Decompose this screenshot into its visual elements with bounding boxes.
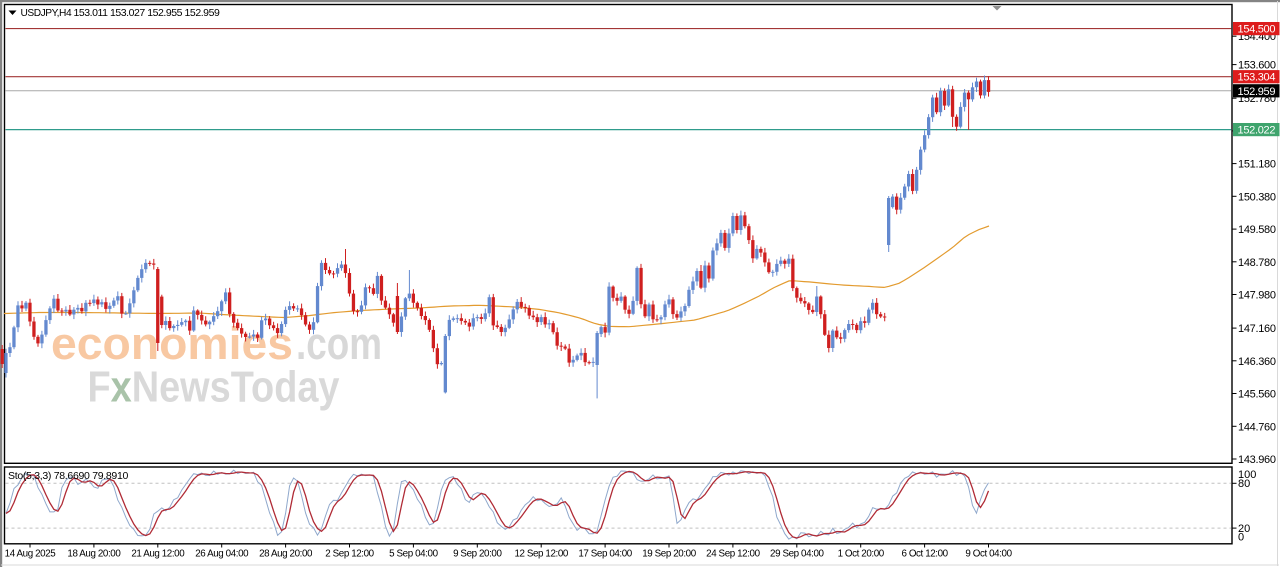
svg-text:21 Aug 12:00: 21 Aug 12:00	[131, 549, 185, 560]
svg-text:14 Aug 2025: 14 Aug 2025	[5, 549, 57, 560]
svg-text:USDJPY,H4: USDJPY,H4	[21, 8, 72, 19]
svg-text:economies: economies	[51, 318, 293, 369]
svg-text:1 Oct 20:00: 1 Oct 20:00	[838, 549, 885, 560]
svg-text:6 Oct 12:00: 6 Oct 12:00	[901, 549, 948, 560]
svg-text:154.500: 154.500	[1238, 24, 1276, 36]
svg-text:144.760: 144.760	[1238, 421, 1276, 433]
svg-text:26 Aug 04:00: 26 Aug 04:00	[195, 549, 249, 560]
svg-text:FxNewsToday: FxNewsToday	[88, 363, 340, 412]
svg-text:2 Sep 12:00: 2 Sep 12:00	[325, 549, 374, 560]
svg-text:148.780: 148.780	[1238, 257, 1276, 269]
svg-text:17 Sep 04:00: 17 Sep 04:00	[578, 549, 632, 560]
svg-text:153.011 153.027 152.955 152.95: 153.011 153.027 152.955 152.959	[74, 7, 220, 19]
svg-text:18 Aug 20:00: 18 Aug 20:00	[67, 549, 121, 560]
svg-text:153.304: 153.304	[1238, 72, 1276, 84]
svg-text:147.160: 147.160	[1238, 323, 1276, 335]
svg-text:20: 20	[1238, 523, 1250, 535]
svg-text:24 Sep 12:00: 24 Sep 12:00	[706, 549, 760, 560]
svg-text:145.560: 145.560	[1238, 389, 1276, 401]
svg-text:29 Sep 04:00: 29 Sep 04:00	[770, 549, 824, 560]
svg-text:152.022: 152.022	[1238, 125, 1276, 137]
svg-text:143.960: 143.960	[1238, 454, 1276, 466]
svg-text:149.580: 149.580	[1238, 224, 1276, 236]
svg-text:151.180: 151.180	[1238, 159, 1276, 171]
svg-text:5 Sep 04:00: 5 Sep 04:00	[389, 549, 438, 560]
svg-text:146.360: 146.360	[1238, 356, 1276, 368]
svg-text:80: 80	[1238, 478, 1250, 490]
svg-text:0: 0	[1238, 531, 1244, 543]
svg-text:28 Aug 20:00: 28 Aug 20:00	[259, 549, 313, 560]
svg-text:12 Sep 12:00: 12 Sep 12:00	[514, 549, 568, 560]
svg-text:19 Sep 20:00: 19 Sep 20:00	[642, 549, 696, 560]
svg-text:150.380: 150.380	[1238, 191, 1276, 203]
svg-text:9 Sep 20:00: 9 Sep 20:00	[453, 549, 502, 560]
svg-text:147.980: 147.980	[1238, 290, 1276, 302]
svg-text:100: 100	[1238, 469, 1256, 481]
svg-text:9 Oct 04:00: 9 Oct 04:00	[965, 549, 1012, 560]
svg-text:152.959: 152.959	[1238, 86, 1276, 98]
svg-text:153.600: 153.600	[1238, 60, 1276, 72]
svg-text:Sto(5,3,3) 78.6690 79.8910: Sto(5,3,3) 78.6690 79.8910	[8, 470, 129, 482]
